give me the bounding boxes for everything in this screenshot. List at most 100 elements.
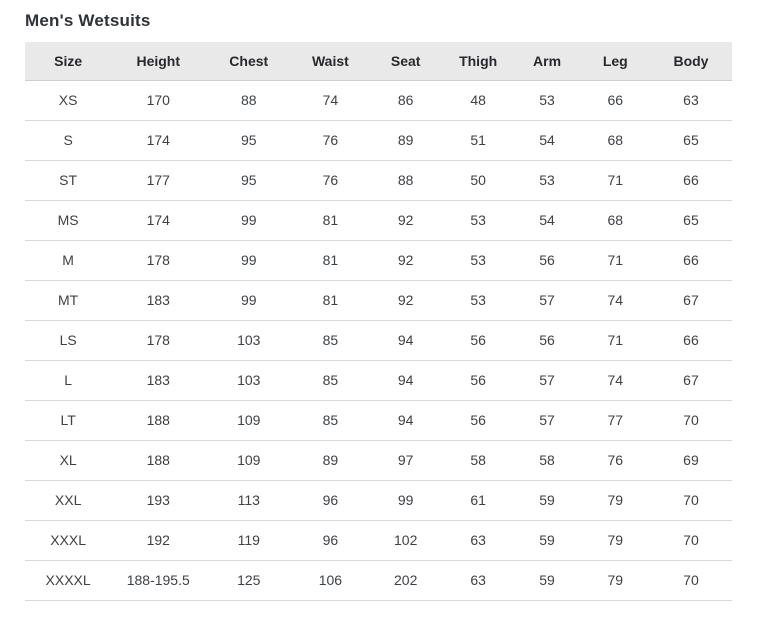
measurement-cell: 85 [292,320,369,361]
measurement-cell: 88 [205,80,293,121]
measurement-cell: 68 [580,200,650,241]
measurement-cell: 74 [292,80,369,121]
measurement-cell: 97 [368,440,443,481]
measurement-cell: 58 [513,440,581,481]
measurement-cell: 96 [292,520,369,561]
measurement-cell: 119 [205,520,293,561]
measurement-cell: 89 [368,120,443,161]
measurement-cell: 67 [649,280,732,321]
measurement-cell: 183 [111,280,206,321]
measurement-cell: 54 [513,200,581,241]
column-header-7: Leg [580,42,650,81]
measurement-cell: 81 [292,240,369,281]
column-header-2: Chest [205,42,293,81]
measurement-cell: 68 [580,120,650,161]
measurement-cell: 74 [580,360,650,401]
measurement-cell: 65 [649,200,732,241]
measurement-cell: 106 [292,560,369,601]
measurement-cell: 188 [111,400,206,441]
size-cell: S [25,120,112,161]
table-body: XS 170 88 74 86 48 53 66 63 S 174 95 76 89 51 54 68 65 ST 1… [25,80,732,601]
measurement-cell: 66 [580,80,650,121]
measurement-cell: 63 [442,560,514,601]
measurement-cell: 53 [442,280,514,321]
measurement-cell: 63 [442,520,514,561]
measurement-cell: 54 [513,120,581,161]
table-row: M 178 99 81 92 53 56 71 66 [25,240,732,281]
measurement-cell: 70 [649,520,732,561]
measurement-cell: 92 [368,240,443,281]
measurement-cell: 79 [580,480,650,521]
column-header-6: Arm [513,42,581,81]
measurement-cell: 99 [368,480,443,521]
measurement-cell: 56 [442,320,514,361]
measurement-cell: 177 [111,160,206,201]
measurement-cell: 76 [580,440,650,481]
measurement-cell: 103 [205,320,293,361]
measurement-cell: 57 [513,280,581,321]
measurement-cell: 66 [649,320,732,361]
size-cell: L [25,360,112,401]
measurement-cell: 57 [513,360,581,401]
measurement-cell: 61 [442,480,514,521]
size-cell: LS [25,320,112,361]
measurement-cell: 81 [292,200,369,241]
table-row: XL 188 109 89 97 58 58 76 69 [25,440,732,481]
measurement-cell: 99 [205,280,293,321]
size-cell: XS [25,80,112,121]
wetsuit-size-table: Size Height Chest Waist Seat Thigh Arm Leg Body … [25,42,732,601]
measurement-cell: 81 [292,280,369,321]
measurement-cell: 71 [580,320,650,361]
measurement-cell: 170 [111,80,206,121]
measurement-cell: 192 [111,520,206,561]
measurement-cell: 102 [368,520,443,561]
measurement-cell: 174 [111,120,206,161]
column-header-1: Height [111,42,206,81]
measurement-cell: 69 [649,440,732,481]
measurement-cell: 56 [442,360,514,401]
column-header-4: Seat [368,42,443,81]
column-header-0: Size [25,42,112,81]
measurement-cell: 59 [513,520,581,561]
measurement-cell: 95 [205,120,293,161]
table-row: XXL 193 113 96 99 61 59 79 70 [25,480,732,521]
column-header-3: Waist [292,42,369,81]
measurement-cell: 77 [580,400,650,441]
measurement-cell: 53 [513,80,581,121]
measurement-cell: 188 [111,440,206,481]
table-row: XS 170 88 74 86 48 53 66 63 [25,80,732,121]
table-row: LT 188 109 85 94 56 57 77 70 [25,400,732,441]
measurement-cell: 59 [513,560,581,601]
measurement-cell: 71 [580,160,650,201]
table-row: MT 183 99 81 92 53 57 74 67 [25,280,732,321]
measurement-cell: 59 [513,480,581,521]
measurement-cell: 99 [205,200,293,241]
size-cell: XL [25,440,112,481]
measurement-cell: 95 [205,160,293,201]
measurement-cell: 109 [205,400,293,441]
size-cell: MS [25,200,112,241]
measurement-cell: 53 [513,160,581,201]
measurement-cell: 94 [368,360,443,401]
measurement-cell: 67 [649,360,732,401]
measurement-cell: 76 [292,160,369,201]
measurement-cell: 113 [205,480,293,521]
measurement-cell: 89 [292,440,369,481]
size-cell: ST [25,160,112,201]
size-cell: LT [25,400,112,441]
measurement-cell: 70 [649,400,732,441]
measurement-cell: 99 [205,240,293,281]
size-cell: XXXL [25,520,112,561]
measurement-cell: 56 [513,240,581,281]
measurement-cell: 56 [442,400,514,441]
measurement-cell: 174 [111,200,206,241]
table-row: L 183 103 85 94 56 57 74 67 [25,360,732,401]
table-header: Size Height Chest Waist Seat Thigh Arm Leg Body [25,42,732,81]
measurement-cell: 51 [442,120,514,161]
measurement-cell: 188-195.5 [111,560,206,601]
size-cell: XXXXL [25,560,112,601]
measurement-cell: 92 [368,280,443,321]
measurement-cell: 94 [368,400,443,441]
measurement-cell: 94 [368,320,443,361]
measurement-cell: 79 [580,520,650,561]
